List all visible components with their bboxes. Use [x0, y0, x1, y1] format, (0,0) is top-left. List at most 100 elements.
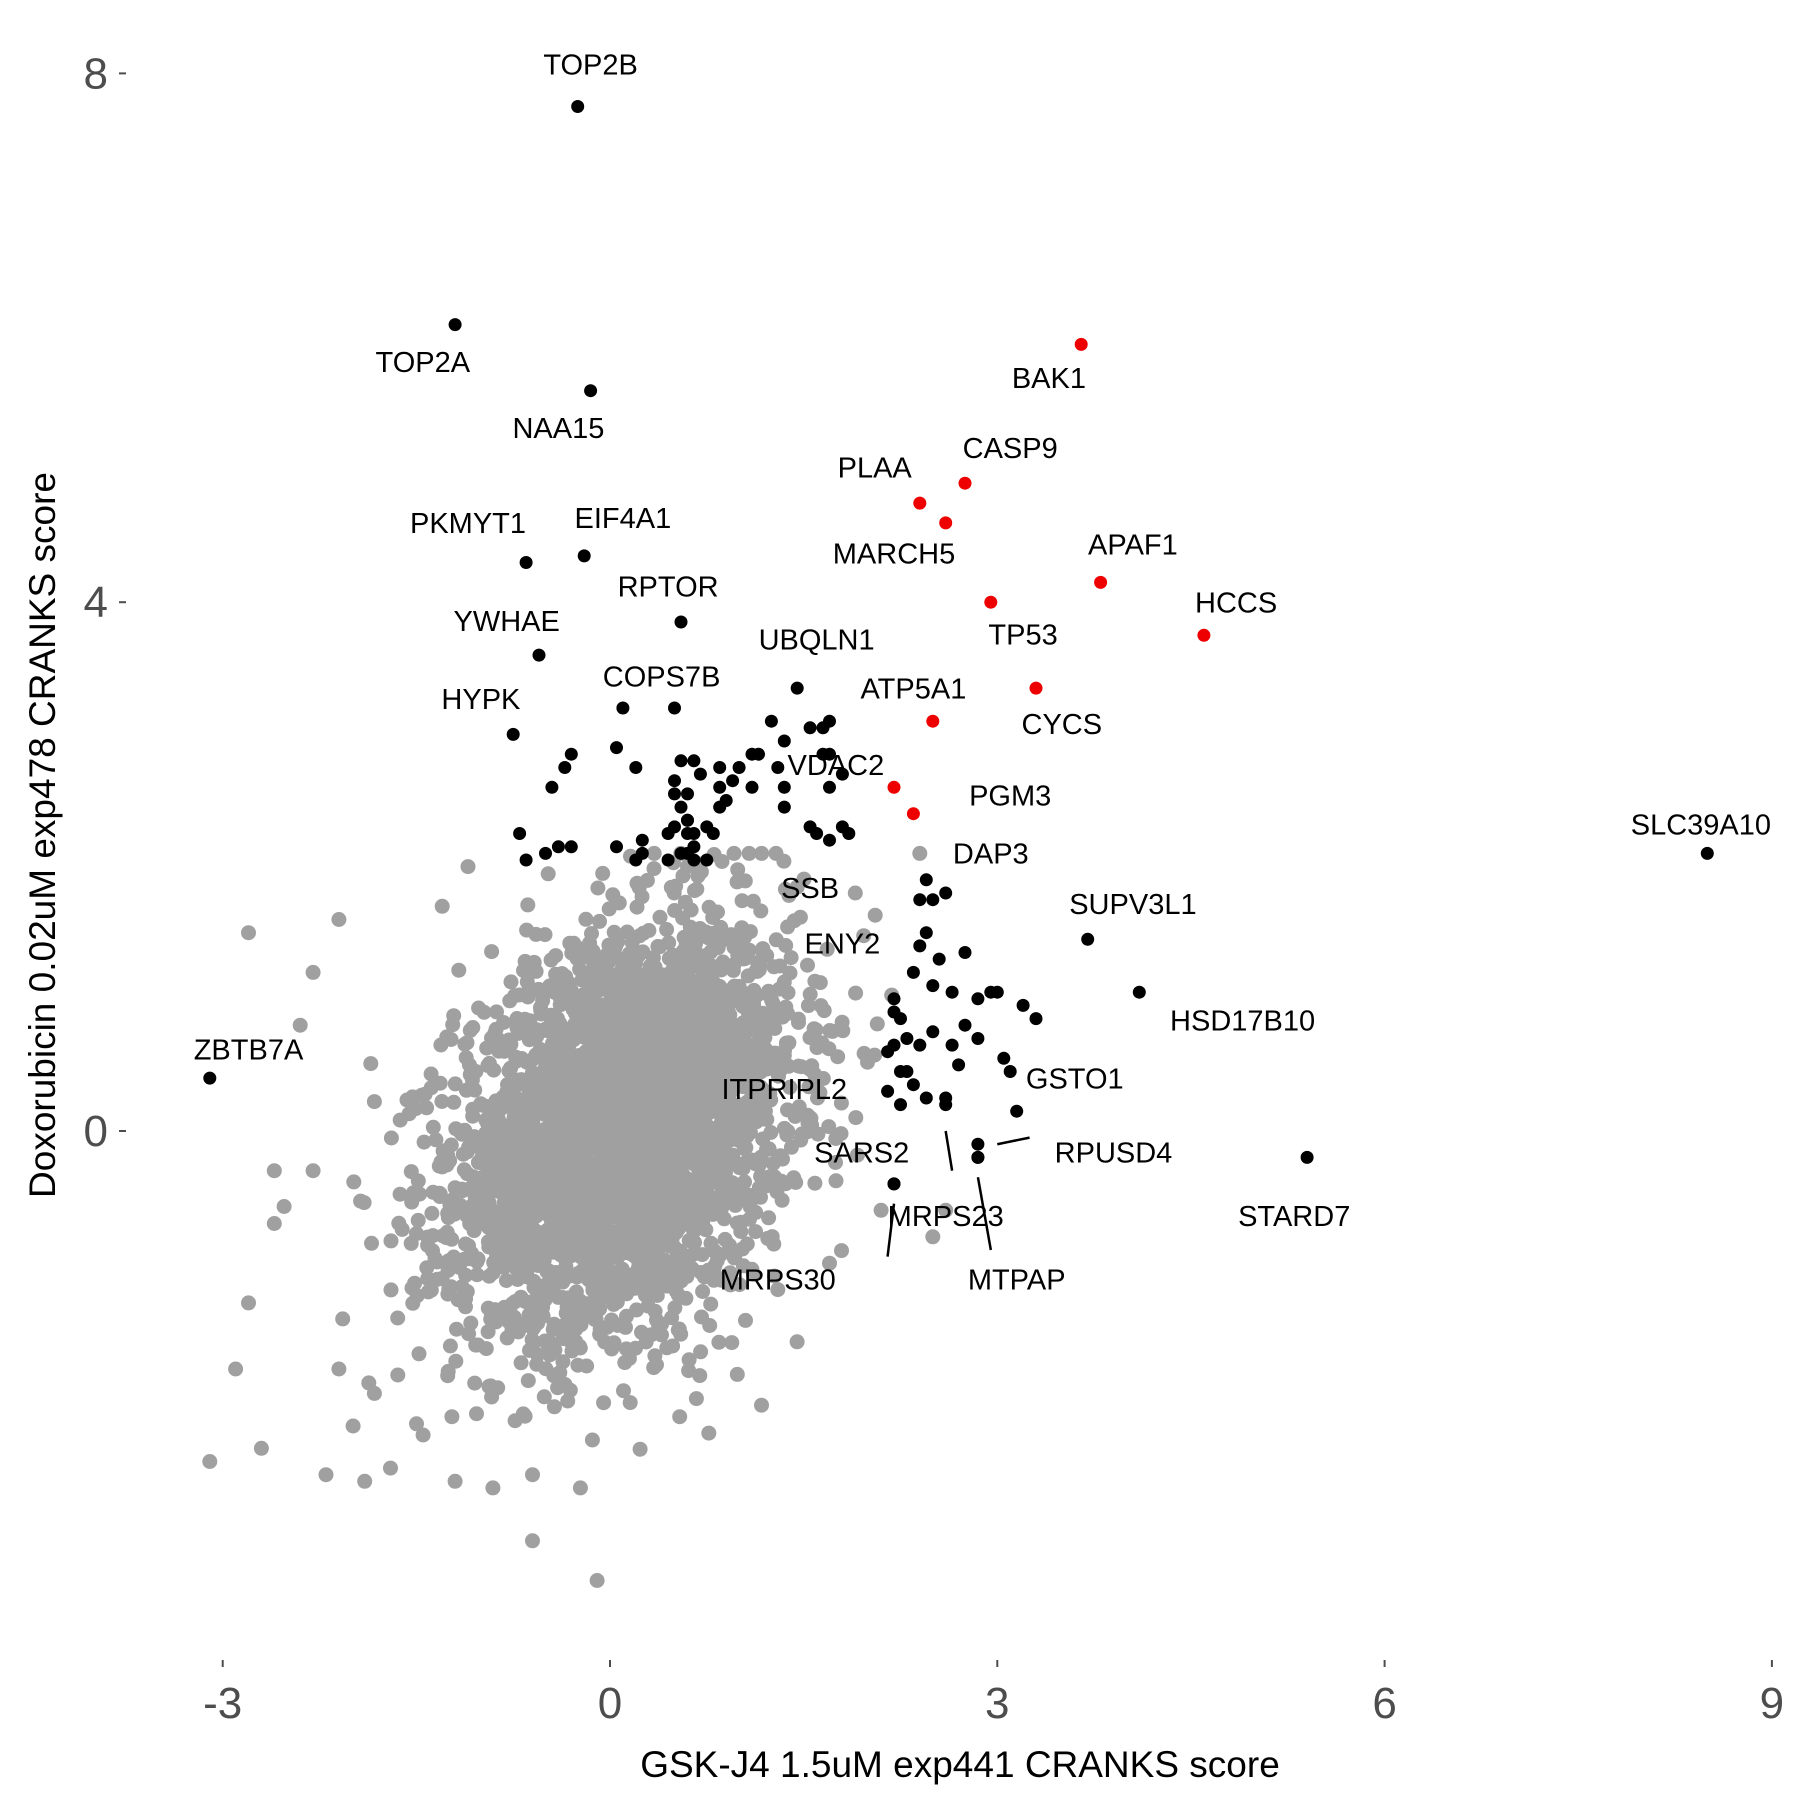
leader-line: [944, 1130, 954, 1171]
background-point: [618, 1341, 634, 1357]
background-point: [453, 1125, 469, 1141]
hit-gene-point: [887, 1005, 901, 1019]
background-point: [655, 1031, 671, 1047]
gene-label: MRPS30: [720, 1264, 836, 1296]
background-point: [526, 1172, 542, 1188]
hit-gene-point: [1300, 1150, 1314, 1164]
background-point: [717, 1158, 733, 1174]
background-point: [587, 1022, 603, 1038]
background-point: [266, 1163, 282, 1179]
background-point: [460, 859, 476, 875]
background-point: [803, 1110, 819, 1126]
background-point: [548, 966, 564, 982]
background-point: [625, 1151, 641, 1167]
background-point: [742, 1124, 758, 1140]
background-point: [555, 1290, 570, 1305]
background-point: [584, 926, 599, 941]
background-point: [416, 1134, 432, 1150]
background-point: [729, 1366, 745, 1382]
background-point: [253, 1440, 269, 1456]
background-point: [587, 968, 603, 984]
apoptosis-gene-point: [984, 595, 998, 609]
background-point: [510, 1324, 526, 1340]
background-point: [581, 1306, 597, 1322]
background-point: [810, 1090, 825, 1106]
gene-label: RPUSD4: [1055, 1137, 1173, 1169]
hit-gene-point: [610, 840, 623, 854]
background-point: [276, 1199, 292, 1214]
apoptosis-gene-point: [926, 714, 940, 728]
background-point: [856, 1045, 872, 1061]
background-point: [537, 1333, 553, 1349]
background-point: [800, 998, 816, 1014]
background-point: [717, 1049, 733, 1065]
background-point: [741, 1078, 757, 1094]
background-point: [749, 987, 765, 1003]
background-point: [793, 1132, 809, 1148]
hit-gene-point: [906, 965, 920, 979]
background-point: [780, 1006, 796, 1021]
background-point: [390, 1310, 406, 1326]
background-point: [519, 974, 535, 990]
background-point: [524, 1144, 540, 1160]
hit-gene-point: [913, 1038, 927, 1052]
background-point: [241, 925, 256, 941]
hit-gene-point: [732, 761, 746, 774]
background-point: [789, 879, 805, 895]
hit-gene-point: [668, 774, 681, 788]
background-point: [228, 1361, 244, 1377]
background-point: [671, 1321, 687, 1337]
background-point: [602, 1112, 618, 1128]
background-point: [590, 880, 606, 896]
hit-gene-point: [906, 1078, 920, 1092]
background-point: [455, 1146, 471, 1162]
background-point: [649, 1275, 665, 1291]
gene-label: TP53: [988, 619, 1057, 651]
background-point: [753, 1168, 769, 1184]
apoptosis-gene-point: [906, 807, 920, 821]
hit-gene-point: [713, 780, 727, 794]
background-point: [569, 1269, 585, 1285]
background-point: [703, 1235, 719, 1251]
background-point: [490, 1111, 506, 1127]
background-point: [771, 981, 787, 997]
background-point: [444, 1231, 460, 1247]
hit-gene-point: [564, 840, 578, 854]
gene-label: RPTOR: [618, 572, 719, 604]
gene-label: COPS7B: [603, 662, 721, 694]
background-point: [780, 919, 796, 935]
apoptosis-gene-point: [958, 476, 972, 490]
background-point: [471, 1000, 487, 1016]
background-point: [524, 1104, 539, 1120]
background-point: [409, 1416, 424, 1432]
background-point: [644, 1059, 660, 1075]
background-point: [520, 1373, 536, 1389]
background-point: [672, 1409, 688, 1425]
background-point: [447, 1076, 463, 1092]
background-point: [646, 861, 662, 877]
hit-gene-point: [668, 787, 681, 801]
background-point: [477, 1186, 493, 1202]
background-point: [428, 1132, 444, 1148]
background-point: [737, 1174, 752, 1190]
hit-gene-point: [693, 767, 707, 781]
apoptosis-gene-point: [1094, 575, 1108, 589]
background-point: [539, 1245, 555, 1261]
background-point: [760, 1230, 776, 1246]
hit-gene-point: [971, 992, 985, 1006]
background-point: [782, 1079, 798, 1095]
background-point: [540, 866, 556, 882]
hit-gene-point: [997, 1051, 1011, 1065]
background-point: [688, 945, 704, 961]
background-point: [535, 1074, 551, 1090]
background-point: [833, 1126, 849, 1142]
gene-label: DAP3: [953, 839, 1029, 871]
background-point: [493, 1143, 509, 1159]
background-point: [423, 1066, 439, 1082]
background-point: [593, 1091, 609, 1107]
background-point: [661, 1264, 677, 1280]
background-point: [364, 1235, 379, 1251]
hit-gene-point: [1029, 1012, 1043, 1026]
background-point: [740, 1004, 756, 1020]
hit-gene-point: [706, 827, 720, 840]
